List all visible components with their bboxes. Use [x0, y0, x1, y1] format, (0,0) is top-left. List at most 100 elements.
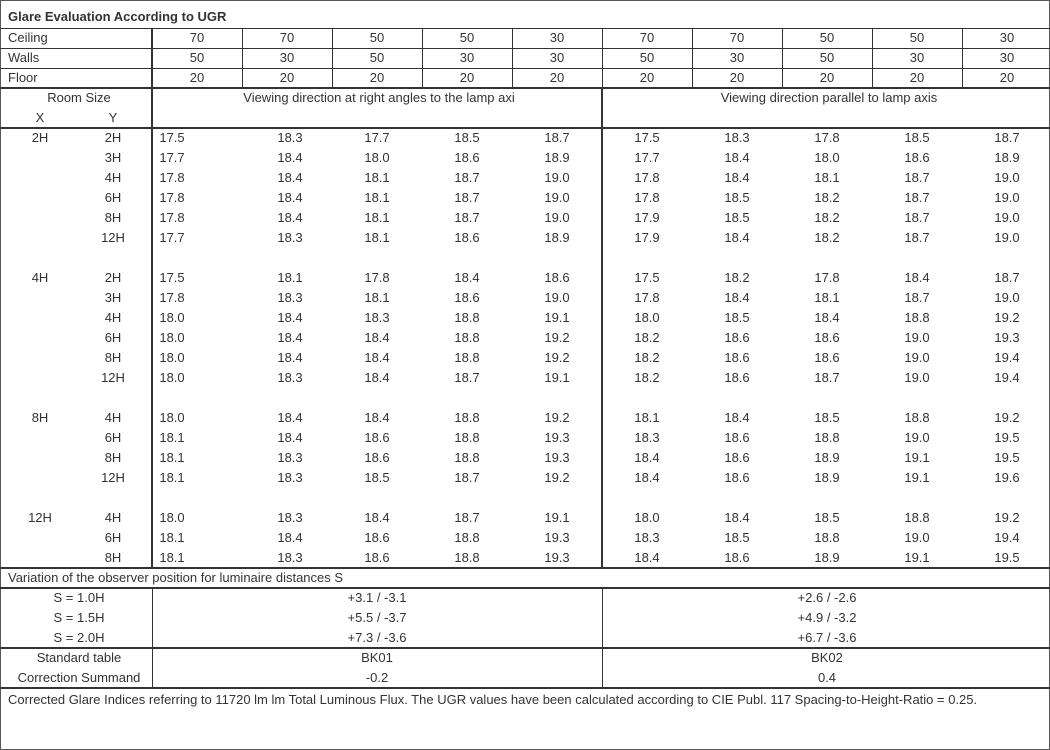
ugr-value: 18.3 — [277, 510, 303, 525]
room-y-value: 4H — [104, 310, 122, 325]
ugr-value: 18.7 — [544, 130, 570, 145]
ugr-value: 18.1 — [814, 170, 840, 185]
ugr-value: 19.0 — [994, 210, 1020, 225]
ugr-value: 18.3 — [277, 130, 303, 145]
variation-parallel: +4.9 / -3.2 — [797, 610, 857, 625]
reflectance-value: 50 — [819, 50, 835, 65]
reflectance-label: Floor — [8, 70, 38, 85]
room-x-header: X — [35, 110, 45, 125]
ugr-value: 18.4 — [724, 410, 750, 425]
ugr-value: 19.0 — [544, 290, 570, 305]
ugr-value: 18.6 — [364, 450, 390, 465]
room-y-value: 8H — [104, 550, 122, 565]
ugr-value: 19.0 — [544, 210, 570, 225]
ugr-value: 18.7 — [904, 190, 930, 205]
room-size-header: Room Size — [47, 90, 111, 105]
ugr-value: 18.5 — [364, 470, 390, 485]
ugr-value: 18.7 — [454, 370, 480, 385]
variation-perpendicular: +5.5 / -3.7 — [347, 610, 407, 625]
ugr-value: 18.4 — [634, 550, 660, 565]
variation-label: S = 2.0H — [53, 630, 105, 645]
ugr-value: 18.0 — [814, 150, 840, 165]
ugr-value: 18.8 — [454, 430, 480, 445]
ugr-value: 19.4 — [994, 370, 1020, 385]
variation-title: Variation of the observer position for l… — [8, 570, 344, 585]
reflectance-value: 30 — [459, 50, 475, 65]
table-rule — [332, 28, 333, 88]
ugr-value: 18.1 — [364, 170, 390, 185]
ugr-value: 18.7 — [454, 190, 480, 205]
ugr-value: 18.6 — [364, 530, 390, 545]
room-x-value: 2H — [31, 130, 49, 145]
ugr-value: 18.5 — [814, 510, 840, 525]
ugr-value: 18.4 — [634, 450, 660, 465]
ugr-value: 18.4 — [904, 270, 930, 285]
ugr-value: 17.8 — [159, 170, 185, 185]
reflectance-value: 50 — [189, 50, 205, 65]
ugr-value: 17.7 — [159, 150, 185, 165]
ugr-value: 18.0 — [159, 410, 185, 425]
ugr-value: 18.2 — [814, 210, 840, 225]
ugr-value: 18.2 — [634, 350, 660, 365]
ugr-value: 18.4 — [277, 530, 303, 545]
variation-label: S = 1.5H — [53, 610, 105, 625]
ugr-value: 18.1 — [159, 470, 185, 485]
ugr-value: 18.1 — [159, 430, 185, 445]
ugr-value: 19.4 — [994, 530, 1020, 545]
ugr-value: 19.3 — [544, 530, 570, 545]
room-y-value: 4H — [104, 510, 122, 525]
ugr-value: 18.4 — [277, 190, 303, 205]
ugr-value: 19.2 — [544, 330, 570, 345]
ugr-value: 17.5 — [634, 270, 660, 285]
ugr-value: 19.0 — [994, 170, 1020, 185]
ugr-value: 19.0 — [904, 330, 930, 345]
ugr-value: 18.3 — [277, 550, 303, 565]
ugr-value: 17.5 — [159, 130, 185, 145]
ugr-value: 18.5 — [454, 130, 480, 145]
table-title: Glare Evaluation According to UGR — [8, 9, 227, 24]
ugr-value: 18.7 — [994, 130, 1020, 145]
ugr-value: 19.4 — [994, 350, 1020, 365]
ugr-value: 18.0 — [159, 350, 185, 365]
ugr-value: 18.7 — [454, 470, 480, 485]
ugr-value: 19.6 — [994, 470, 1020, 485]
ugr-value: 18.4 — [364, 510, 390, 525]
ugr-value: 18.6 — [544, 270, 570, 285]
reflectance-label: Walls — [8, 50, 40, 65]
ugr-value: 17.8 — [634, 290, 660, 305]
perpendicular-header: Viewing direction at right angles to the… — [243, 90, 515, 105]
ugr-value: 17.8 — [159, 190, 185, 205]
ugr-value: 17.8 — [814, 270, 840, 285]
variation-perpendicular: +7.3 / -3.6 — [347, 630, 407, 645]
footer-note: Corrected Glare Indices referring to 117… — [8, 692, 978, 707]
ugr-value: 18.8 — [904, 510, 930, 525]
ugr-value: 19.0 — [904, 530, 930, 545]
ugr-value: 18.4 — [724, 170, 750, 185]
ugr-value: 18.1 — [814, 290, 840, 305]
ugr-value: 19.1 — [544, 310, 570, 325]
ugr-value: 18.5 — [904, 130, 930, 145]
ugr-value: 17.7 — [159, 230, 185, 245]
ugr-value: 18.1 — [159, 530, 185, 545]
ugr-value: 19.0 — [544, 170, 570, 185]
ugr-value: 18.4 — [724, 290, 750, 305]
ugr-value: 17.9 — [634, 230, 660, 245]
room-y-value: 6H — [104, 190, 122, 205]
reflectance-value: 20 — [729, 70, 745, 85]
ugr-value: 18.3 — [277, 230, 303, 245]
room-y-value: 4H — [104, 410, 122, 425]
ugr-value: 19.2 — [544, 410, 570, 425]
reflectance-value: 30 — [999, 30, 1015, 45]
ugr-value: 18.6 — [904, 150, 930, 165]
ugr-value: 19.0 — [904, 350, 930, 365]
ugr-value: 18.6 — [724, 450, 750, 465]
ugr-value: 18.8 — [454, 330, 480, 345]
table-rule — [602, 28, 603, 88]
ugr-value: 18.1 — [364, 190, 390, 205]
ugr-value: 17.5 — [159, 270, 185, 285]
room-y-value: 2H — [104, 270, 122, 285]
ugr-value: 18.8 — [814, 530, 840, 545]
ugr-value: 19.3 — [544, 430, 570, 445]
room-y-value: 3H — [104, 150, 122, 165]
table-rule — [0, 567, 1050, 569]
